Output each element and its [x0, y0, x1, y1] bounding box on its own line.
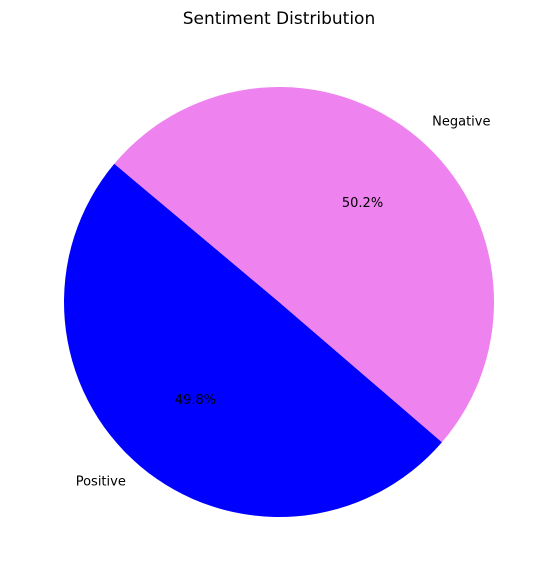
- percent-label-positive: 49.8%: [175, 393, 216, 408]
- chart-title: Sentiment Distribution: [183, 9, 375, 29]
- pie-labels: Positive 49.8% Negative 50.2%: [76, 114, 491, 489]
- percent-label-negative: 50.2%: [342, 196, 383, 211]
- slice-label-negative: Negative: [432, 114, 490, 129]
- pie-slice-positive: [63, 163, 442, 518]
- pie-slices: [63, 87, 494, 518]
- slice-label-positive: Positive: [76, 475, 126, 490]
- pie-slice-negative: [114, 87, 494, 443]
